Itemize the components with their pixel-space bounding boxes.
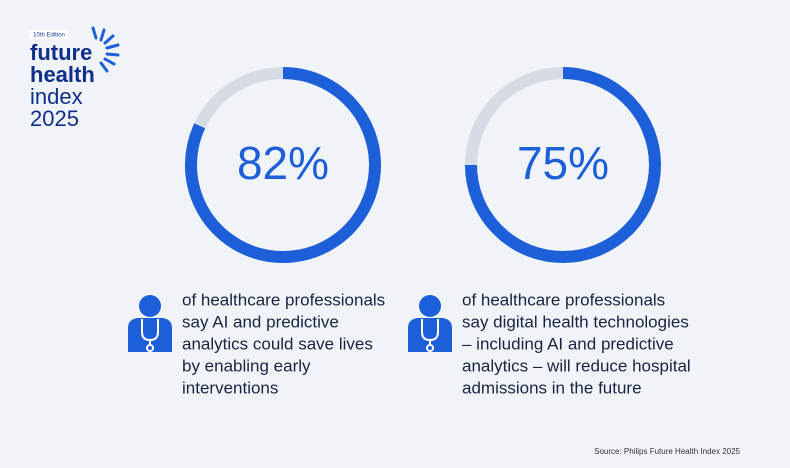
icon-stethoscope-end bbox=[146, 344, 154, 352]
icon-head bbox=[139, 295, 161, 317]
logo: 10th Edition future health index 2025 bbox=[30, 26, 120, 131]
description-line: – including AI and predictive bbox=[462, 334, 674, 353]
description-line: interventions bbox=[182, 378, 278, 397]
description-line: say digital health technologies bbox=[462, 312, 689, 331]
edition: 10th Edition bbox=[33, 33, 65, 39]
logo-line: index bbox=[30, 84, 83, 109]
doctor-icon bbox=[408, 295, 452, 352]
description-line: of healthcare professionals bbox=[182, 290, 385, 309]
doctor-icon bbox=[128, 295, 172, 352]
logo-line: 2025 bbox=[30, 106, 79, 131]
value-label: 82% bbox=[237, 137, 329, 189]
donut-arc bbox=[465, 67, 661, 263]
donut-arc bbox=[185, 67, 381, 263]
description-line: analytics could save lives bbox=[182, 334, 373, 353]
logo-line: future bbox=[30, 40, 92, 65]
description-line: say AI and predictive bbox=[182, 312, 339, 331]
logo-line: health bbox=[30, 62, 95, 87]
description-line: admissions in the future bbox=[462, 378, 642, 397]
icon-body bbox=[408, 318, 452, 352]
edition-badge bbox=[30, 30, 68, 39]
description-line: analytics – will reduce hospital bbox=[462, 356, 691, 375]
source: Source: Philips Future Health Index 2025 bbox=[594, 447, 740, 456]
description-line: by enabling early bbox=[182, 356, 311, 375]
logo-rays bbox=[91, 26, 120, 73]
description-line: of healthcare professionals bbox=[462, 290, 665, 309]
icon-body bbox=[128, 318, 172, 352]
icon-stethoscope-end bbox=[426, 344, 434, 352]
value-label: 75% bbox=[517, 137, 609, 189]
icon-head bbox=[419, 295, 441, 317]
